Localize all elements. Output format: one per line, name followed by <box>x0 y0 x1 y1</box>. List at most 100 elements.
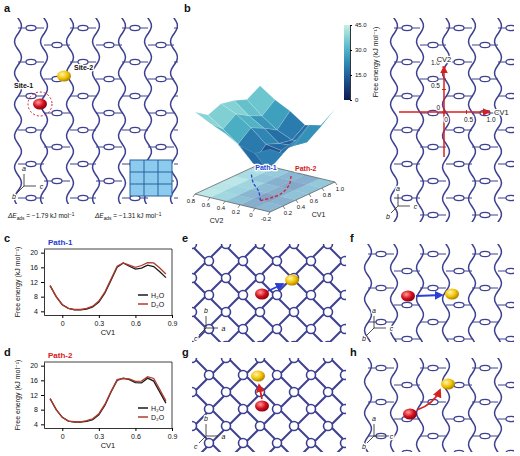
framework-ring <box>104 110 114 115</box>
framework-ring <box>402 382 412 387</box>
inset-grid <box>144 160 145 196</box>
framework-ring <box>480 285 490 290</box>
framework-ring <box>454 195 464 200</box>
framework-strand <box>495 18 502 222</box>
framework-node <box>256 274 265 283</box>
tick-mark <box>41 297 44 298</box>
framework-ring <box>480 212 490 217</box>
tick-mark <box>41 366 44 367</box>
tick: 8 <box>34 293 44 300</box>
axis-label: c <box>40 183 44 190</box>
triad-line <box>206 316 207 328</box>
tick-mark <box>172 428 173 431</box>
tick: 45.0 <box>350 22 367 28</box>
framework-ring <box>506 416 514 421</box>
framework-strand <box>469 244 476 342</box>
framework-node <box>341 405 347 414</box>
framework-node <box>324 274 333 283</box>
framework-strand <box>292 244 346 342</box>
tick-label: 30.0 <box>355 47 367 53</box>
framework-node <box>205 371 214 380</box>
triad-line <box>398 206 410 207</box>
framework-ring <box>428 319 438 324</box>
tick-mark <box>41 253 44 254</box>
axis-label: a <box>372 307 376 314</box>
x-axis: 00.30.60.9 <box>45 428 178 440</box>
triad-line <box>374 424 375 436</box>
tick-label: 0.2 <box>284 210 293 216</box>
framework-ring <box>402 450 412 452</box>
framework-ring <box>428 42 438 47</box>
framework-node <box>307 439 316 448</box>
triad-line <box>374 316 375 328</box>
colorbar <box>344 25 350 100</box>
series-line <box>50 263 166 310</box>
framework-node <box>239 325 248 334</box>
framework-ring <box>480 365 490 370</box>
framework-ring <box>506 25 514 30</box>
framework-ring <box>454 416 464 421</box>
framework-ring <box>506 195 514 200</box>
surface-cell <box>225 133 253 163</box>
water-molecule <box>445 289 459 300</box>
tick-label: 8 <box>34 406 38 413</box>
framework-node <box>307 405 316 414</box>
framework-ring <box>78 127 88 132</box>
axis-label: c <box>390 325 394 332</box>
triad-line <box>24 186 36 187</box>
framework-node <box>192 388 197 397</box>
water-molecule <box>251 371 265 382</box>
framework-ring <box>52 144 62 149</box>
tick-mark <box>350 25 352 26</box>
arrow <box>416 295 442 296</box>
framework-ring <box>506 127 514 132</box>
framework-ring <box>506 382 514 387</box>
framework-ring <box>52 110 62 115</box>
framework-strand <box>192 244 260 342</box>
axis-label: b <box>12 193 16 200</box>
cv-map: 00.51.000.51.0CV1CV2 <box>399 55 509 157</box>
tick: 16 <box>30 377 44 384</box>
framework-strand <box>192 244 258 342</box>
tick: 30.0 <box>350 47 367 53</box>
tick: 0 <box>350 97 359 103</box>
tick: 8 <box>34 406 44 413</box>
axis-line <box>45 315 173 316</box>
framework-node <box>273 291 282 300</box>
tick-mark <box>62 315 63 318</box>
legend-label: D₂O <box>151 301 165 308</box>
framework-ring <box>52 42 62 47</box>
tick-label: 0 <box>61 320 65 327</box>
framework-ring <box>480 42 490 47</box>
framework-ring <box>480 144 490 149</box>
framework-strand <box>443 18 450 222</box>
framework-ring <box>52 178 62 183</box>
tick-mark <box>268 212 270 215</box>
framework-ring <box>506 93 514 98</box>
tick-label: 0 <box>436 104 440 111</box>
framework-ring <box>130 59 140 64</box>
framework-node <box>256 358 265 363</box>
tick-label: 0.4 <box>297 204 306 210</box>
framework-link <box>174 130 178 131</box>
tick-label: 0.9 <box>168 433 178 440</box>
axis-title: CV1 <box>101 328 116 337</box>
tick: 0.3 <box>94 315 104 327</box>
framework-link <box>174 96 178 97</box>
tick-label: 20 <box>30 362 38 369</box>
framework-ring <box>428 251 438 256</box>
framework-ring <box>480 178 490 183</box>
legend-label: H₂O <box>151 292 165 299</box>
framework-link <box>174 28 178 29</box>
framework-ring <box>26 93 36 98</box>
tick: 0.6 <box>131 315 141 327</box>
framework-strand <box>469 358 476 452</box>
triad-line <box>374 328 386 329</box>
framework-node <box>307 291 316 300</box>
framework-strand <box>41 18 48 204</box>
framework-link <box>174 198 178 199</box>
framework-strand <box>192 244 294 342</box>
axis-label: b <box>204 307 208 314</box>
tick-mark <box>283 206 285 209</box>
framework-strand <box>332 358 346 452</box>
